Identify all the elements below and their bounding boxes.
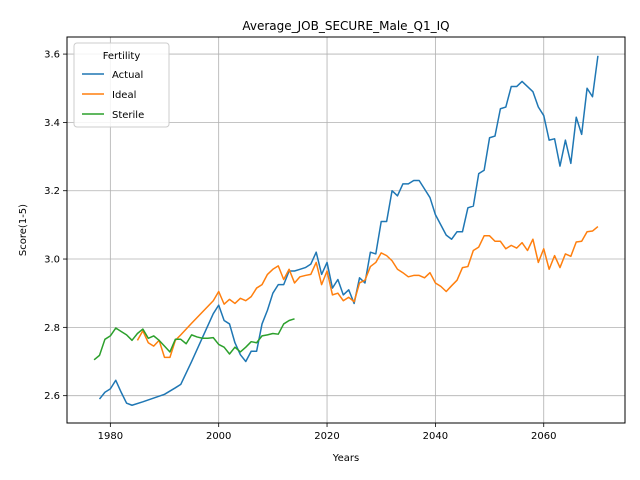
legend-label-ideal: Ideal [112, 90, 136, 101]
legend: Fertility Actual Ideal Sterile [73, 42, 170, 128]
legend-items: Actual Ideal Sterile [82, 70, 144, 121]
series-lines [93, 55, 599, 406]
series-line-sterile [93, 318, 295, 361]
y-tick-label: 2.6 [44, 391, 60, 402]
plot-area-frame [66, 36, 626, 424]
y-tick-label: 3.4 [44, 118, 60, 129]
x-tick-label: 2000 [206, 431, 231, 442]
axis-ticks: 1980 2000 2020 2040 2060 2.6 2.8 3.0 3.2 3.4 3.6 [44, 50, 556, 442]
series-line-ideal [136, 226, 599, 359]
y-tick-label: 3.6 [44, 50, 60, 61]
x-tick-label: 2040 [423, 431, 448, 442]
series-line-actual [98, 55, 599, 406]
x-tick-label: 2020 [314, 431, 339, 442]
x-axis-title: Years [332, 453, 359, 464]
y-tick-label: 3.2 [44, 186, 60, 197]
y-axis-title: Score(1-5) [18, 204, 29, 256]
chart-title: Average_JOB_SECURE_Male_Q1_IQ [242, 19, 449, 33]
legend-label-actual: Actual [112, 70, 143, 81]
y-tick-label: 3.0 [44, 255, 60, 266]
y-tick-label: 2.8 [44, 323, 60, 334]
legend-box [73, 42, 170, 128]
legend-title: Fertility [103, 51, 141, 62]
x-tick-label: 2060 [531, 431, 556, 442]
x-tick-label: 1980 [98, 431, 123, 442]
legend-label-sterile: Sterile [112, 110, 144, 121]
